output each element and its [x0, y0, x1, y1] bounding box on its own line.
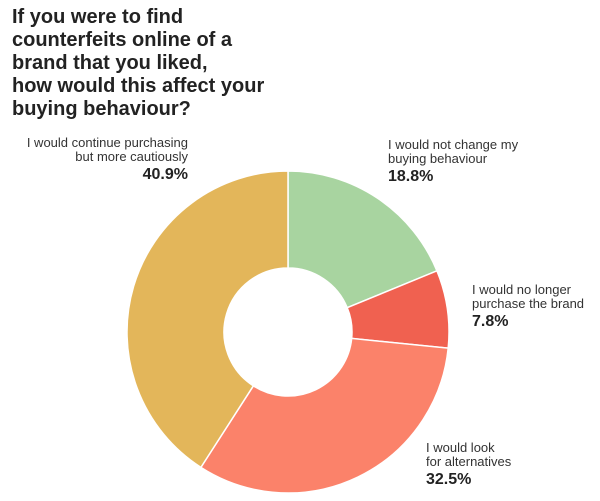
- slice-value-label: 40.9%: [142, 166, 188, 183]
- slice-label-no-longer: I would no longer purchase the brand 7.8…: [472, 283, 584, 331]
- slice-label-text: I would not change my: [388, 137, 519, 152]
- slice-label-text: I would no longer: [472, 282, 572, 297]
- slice-value-label: 18.8%: [388, 168, 434, 185]
- title-line: brand that you liked,: [12, 52, 208, 74]
- slice-label-text: for alternatives: [426, 454, 512, 469]
- donut-slices: [126, 170, 450, 494]
- chart-title: If you were to find counterfeits online …: [12, 6, 342, 121]
- slice-label-text: buying behaviour: [388, 151, 488, 166]
- slice-label-alternatives: I would look for alternatives 32.5%: [426, 441, 511, 489]
- slice-value-label: 32.5%: [426, 471, 472, 488]
- title-line: buying behaviour?: [12, 98, 191, 120]
- slice-label-text: purchase the brand: [472, 296, 585, 311]
- title-line: how would this affect your: [12, 75, 265, 97]
- slice-not-change: [287, 170, 438, 309]
- slice-label-text: but more cautiously: [75, 149, 188, 164]
- title-line: If you were to find: [12, 6, 184, 28]
- slice-alternatives: [199, 337, 450, 494]
- slice-label-text: I would continue purchasing: [26, 135, 188, 150]
- slice-label-continue: I would continue purchasing but more cau…: [8, 136, 188, 184]
- slice-label-not-change: I would not change my buying behaviour 1…: [388, 138, 518, 186]
- slice-continue: [126, 170, 289, 469]
- title-line: counterfeits online of a: [12, 29, 233, 51]
- slice-value-label: 7.8%: [472, 313, 509, 330]
- slice-label-text: I would look: [426, 440, 495, 455]
